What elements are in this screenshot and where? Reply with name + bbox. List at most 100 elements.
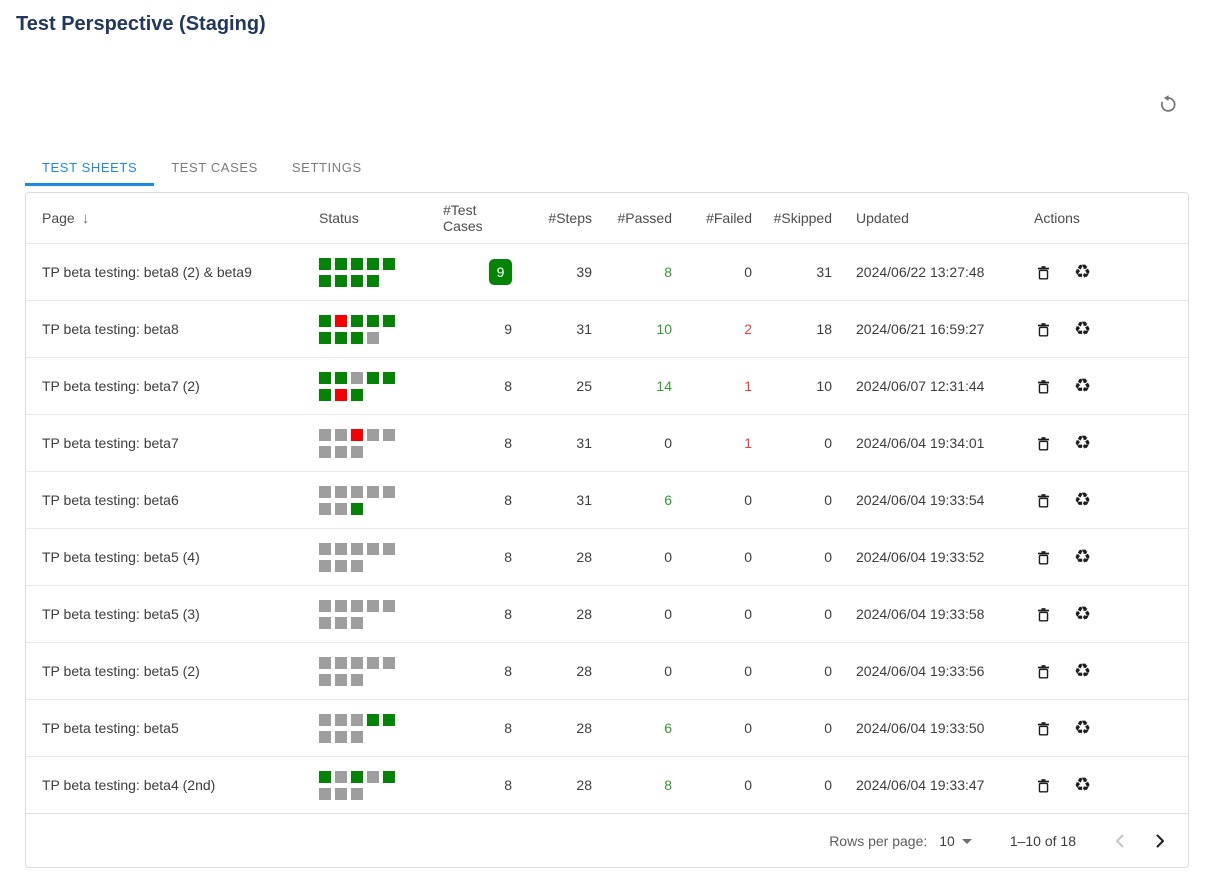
rerun-button[interactable]: ♻ [1074, 489, 1091, 511]
table-row[interactable]: TP beta testing: beta5 8 28 6 0 0 2024/0… [26, 699, 1188, 756]
steps-value: 28 [576, 606, 592, 622]
status-cell [319, 274, 331, 287]
table-row[interactable]: TP beta testing: beta5 (3) 8 28 0 0 0 20… [26, 585, 1188, 642]
status-cell [351, 559, 363, 572]
refresh-button[interactable] [1155, 91, 1181, 117]
status-grid [319, 428, 397, 458]
delete-button[interactable] [1034, 660, 1053, 682]
table-row[interactable]: TP beta testing: beta8 (2) & beta9 9 39 … [26, 243, 1188, 300]
table-body: TP beta testing: beta8 (2) & beta9 9 39 … [26, 243, 1188, 813]
chevron-left-icon [1116, 834, 1124, 848]
column-header-page-label: Page [42, 210, 75, 226]
status-cell [319, 656, 331, 669]
failed-value: 0 [744, 492, 752, 508]
trash-icon [1037, 778, 1050, 793]
column-header-failed: #Failed [706, 210, 752, 226]
status-cell [367, 331, 379, 344]
rerun-button[interactable]: ♻ [1074, 318, 1091, 340]
table-row[interactable]: TP beta testing: beta8 9 31 10 2 18 2024… [26, 300, 1188, 357]
rerun-button[interactable]: ♻ [1074, 546, 1091, 568]
steps-value: 31 [576, 492, 592, 508]
rerun-button[interactable]: ♻ [1074, 660, 1091, 682]
previous-page-button [1108, 829, 1132, 853]
delete-button[interactable] [1034, 489, 1053, 511]
steps-value: 28 [576, 777, 592, 793]
skipped-value: 0 [824, 606, 832, 622]
tab-test-sheets[interactable]: TEST SHEETS [25, 152, 155, 186]
updated-timestamp: 2024/06/04 19:33:58 [856, 606, 985, 622]
failed-value: 1 [744, 435, 752, 451]
status-cell [367, 314, 379, 327]
rerun-button[interactable]: ♻ [1074, 375, 1091, 397]
table-row[interactable]: TP beta testing: beta5 (2) 8 28 0 0 0 20… [26, 642, 1188, 699]
rerun-button[interactable]: ♻ [1074, 603, 1091, 625]
status-cell [319, 485, 331, 498]
page-name: TP beta testing: beta8 (2) & beta9 [42, 264, 252, 280]
updated-timestamp: 2024/06/04 19:33:50 [856, 720, 985, 736]
status-grid [319, 314, 397, 344]
page-name: TP beta testing: beta8 [42, 321, 179, 337]
status-cell [351, 428, 363, 441]
chevron-right-icon [1156, 834, 1164, 848]
page-name: TP beta testing: beta6 [42, 492, 179, 508]
delete-button[interactable] [1034, 603, 1053, 625]
status-cell [335, 445, 347, 458]
table-row[interactable]: TP beta testing: beta4 (2nd) 8 28 8 0 0 … [26, 756, 1188, 813]
column-header-page[interactable]: Page ↓ [26, 210, 319, 227]
table-row[interactable]: TP beta testing: beta7 (2) 8 25 14 1 10 … [26, 357, 1188, 414]
steps-value: 25 [576, 378, 592, 394]
recycle-icon: ♻ [1074, 774, 1092, 796]
test-cases-value: 8 [504, 492, 512, 508]
steps-value: 28 [576, 663, 592, 679]
status-cell [383, 371, 395, 384]
delete-button[interactable] [1034, 432, 1053, 454]
status-cell [335, 274, 347, 287]
test-cases-value: 8 [504, 663, 512, 679]
rerun-button[interactable]: ♻ [1074, 774, 1091, 796]
status-cell [367, 371, 379, 384]
passed-value: 10 [656, 321, 672, 337]
delete-button[interactable] [1034, 546, 1053, 568]
status-cell [319, 787, 331, 800]
status-cell [319, 559, 331, 572]
rerun-button[interactable]: ♻ [1074, 717, 1091, 739]
next-page-button[interactable] [1148, 829, 1172, 853]
skipped-value: 0 [824, 663, 832, 679]
status-cell [319, 331, 331, 344]
delete-button[interactable] [1034, 717, 1053, 739]
column-header-actions: Actions [1034, 210, 1080, 226]
status-cell [319, 616, 331, 629]
status-cell [383, 599, 395, 612]
status-cell [335, 713, 347, 726]
delete-button[interactable] [1034, 375, 1053, 397]
test-cases-value: 8 [504, 777, 512, 793]
status-cell [351, 730, 363, 743]
tab-settings[interactable]: SETTINGS [275, 152, 379, 186]
status-cell [335, 616, 347, 629]
status-cell [319, 445, 331, 458]
updated-timestamp: 2024/06/04 19:33:52 [856, 549, 985, 565]
status-cell [351, 599, 363, 612]
rows-per-page-select[interactable]: 10 [939, 833, 972, 849]
failed-value: 0 [744, 663, 752, 679]
page-name: TP beta testing: beta5 (4) [42, 549, 200, 565]
column-header-skipped: #Skipped [773, 210, 832, 226]
refresh-icon [1160, 95, 1176, 112]
rerun-button[interactable]: ♻ [1074, 432, 1091, 454]
tab-test-cases[interactable]: TEST CASES [154, 152, 275, 186]
failed-value: 0 [744, 549, 752, 565]
updated-timestamp: 2024/06/04 19:34:01 [856, 435, 985, 451]
table-row[interactable]: TP beta testing: beta7 8 31 0 1 0 2024/0… [26, 414, 1188, 471]
rerun-button[interactable]: ♻ [1074, 261, 1091, 283]
delete-button[interactable] [1034, 261, 1053, 283]
test-cases-value: 8 [504, 720, 512, 736]
status-cell [335, 257, 347, 270]
table-row[interactable]: TP beta testing: beta5 (4) 8 28 0 0 0 20… [26, 528, 1188, 585]
steps-value: 28 [576, 720, 592, 736]
table-row[interactable]: TP beta testing: beta6 8 31 6 0 0 2024/0… [26, 471, 1188, 528]
delete-button[interactable] [1034, 774, 1053, 796]
trash-icon [1037, 607, 1050, 622]
status-cell [335, 428, 347, 441]
page-name: TP beta testing: beta7 [42, 435, 179, 451]
delete-button[interactable] [1034, 318, 1053, 340]
